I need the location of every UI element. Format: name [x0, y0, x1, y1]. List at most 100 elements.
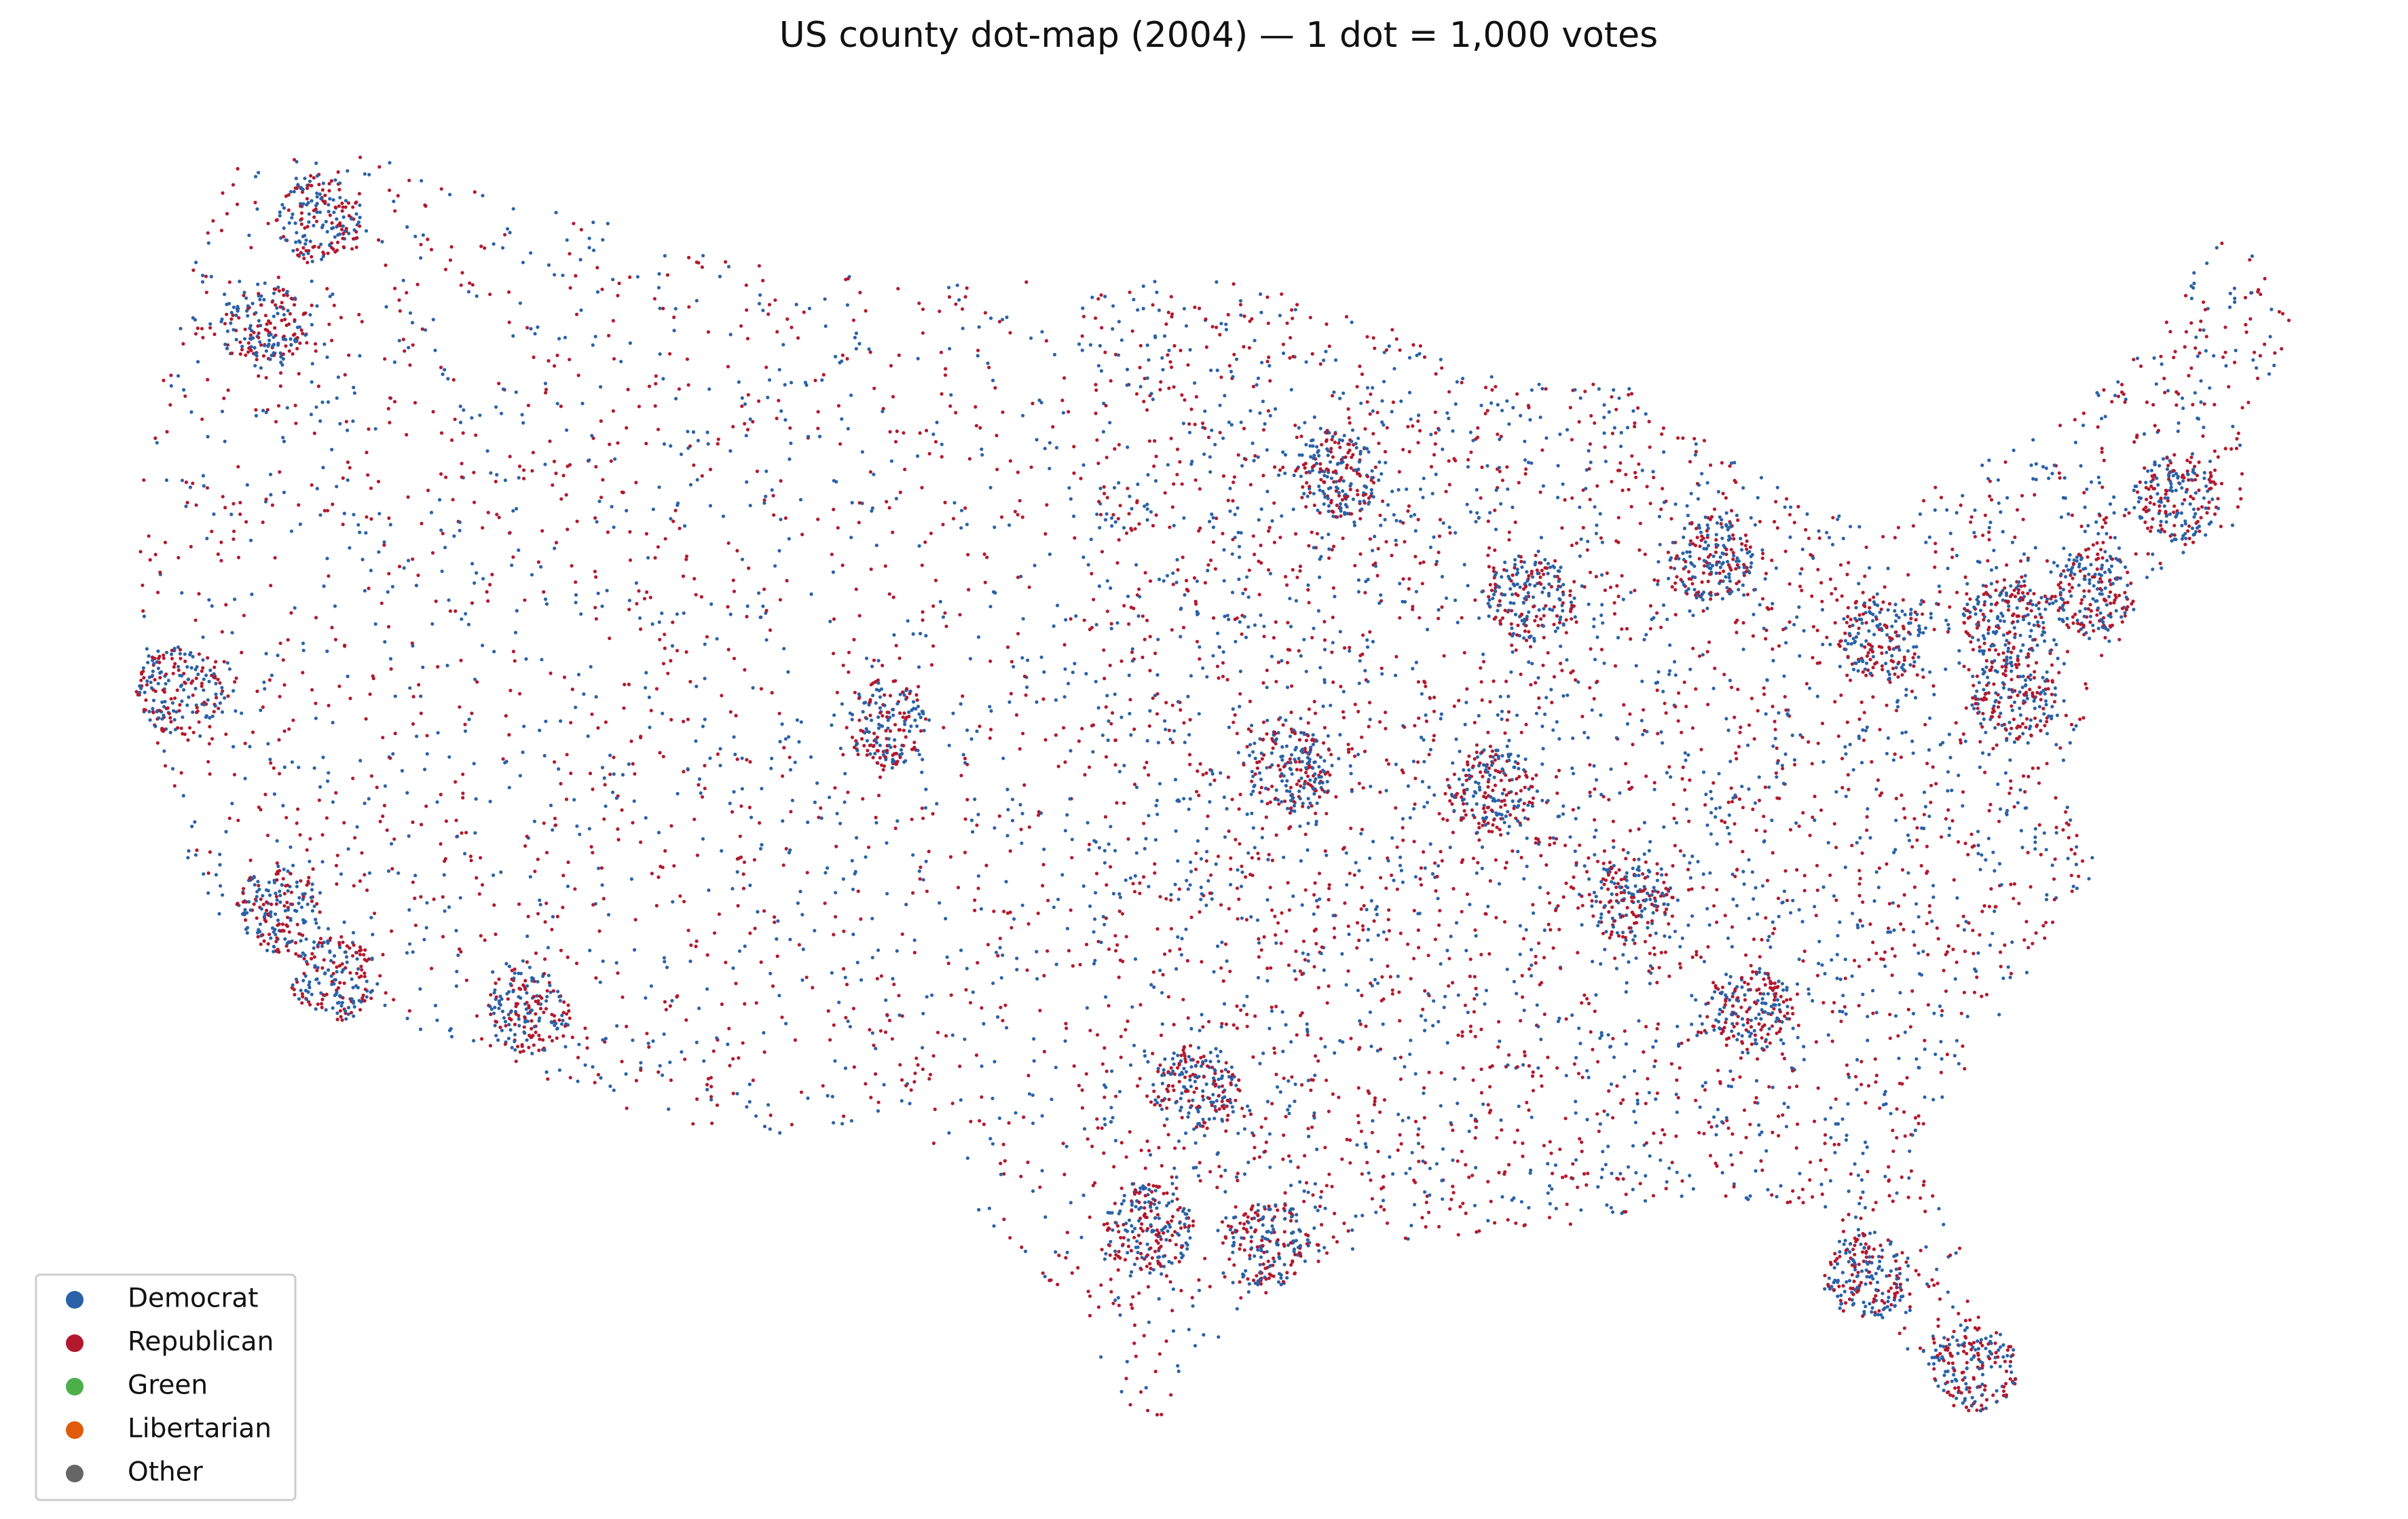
vote-dot	[1342, 1221, 1346, 1225]
vote-dot	[1016, 470, 1020, 474]
vote-dot	[1556, 904, 1560, 908]
vote-dot	[1349, 1036, 1353, 1040]
vote-dot	[2037, 823, 2041, 827]
vote-dot	[1186, 363, 1190, 367]
vote-dot	[1866, 1169, 1870, 1174]
vote-dot	[1331, 680, 1335, 684]
vote-dot	[1357, 869, 1361, 873]
vote-dot	[1265, 295, 1270, 299]
vote-dot	[936, 1030, 940, 1034]
vote-dot	[1684, 705, 1688, 709]
vote-dot	[1188, 797, 1192, 801]
vote-dot	[1052, 905, 1056, 909]
vote-dot	[1929, 612, 1933, 616]
vote-dot	[1001, 318, 1005, 322]
vote-dot	[1656, 670, 1661, 674]
vote-dot	[1682, 680, 1686, 684]
vote-dot	[1231, 499, 1235, 503]
vote-dot	[365, 515, 369, 519]
vote-dot	[1020, 656, 1024, 660]
vote-dot	[1237, 577, 1241, 582]
vote-dot	[728, 449, 733, 453]
vote-dot	[314, 701, 318, 705]
vote-dot	[1225, 1118, 1229, 1122]
vote-dot	[634, 1079, 639, 1083]
vote-dot	[1674, 1134, 1678, 1138]
vote-dot	[1861, 590, 1865, 595]
vote-dot	[1785, 1201, 1790, 1205]
vote-dot	[1573, 615, 1577, 619]
vote-dot	[1664, 873, 1668, 877]
vote-dot	[207, 598, 211, 602]
vote-dot	[1621, 953, 1625, 957]
vote-dot	[876, 948, 881, 952]
vote-dot	[1413, 529, 1418, 533]
vote-dot	[272, 792, 276, 796]
vote-dot	[1375, 411, 1379, 415]
vote-dot	[1493, 508, 1497, 512]
vote-dot	[281, 804, 285, 808]
vote-dot	[1117, 320, 1121, 324]
vote-dot	[1518, 924, 1522, 928]
vote-dot	[1289, 1183, 1293, 1188]
vote-dot	[1693, 453, 1697, 457]
vote-dot	[620, 772, 625, 777]
vote-dot	[1730, 1132, 1735, 1136]
vote-dot	[1155, 798, 1159, 802]
vote-dot	[1198, 487, 1202, 491]
vote-dot	[1612, 612, 1617, 616]
vote-dot	[1113, 1256, 1117, 1260]
vote-dot	[761, 604, 765, 608]
vote-dot	[1987, 538, 1991, 542]
vote-dot	[1726, 800, 1730, 804]
vote-dot	[1130, 650, 1134, 654]
vote-dot	[977, 1207, 981, 1212]
vote-dot	[2067, 512, 2071, 517]
vote-dot	[1333, 1212, 1337, 1216]
vote-dot	[1767, 935, 1771, 939]
vote-dot	[1771, 647, 1775, 651]
vote-dot	[2235, 436, 2239, 441]
vote-dot	[413, 400, 418, 405]
vote-dot	[1281, 342, 1285, 346]
vote-dot	[1380, 399, 1384, 403]
vote-dot	[1380, 672, 1384, 676]
vote-dot	[669, 658, 673, 663]
vote-dot	[1944, 817, 1948, 821]
vote-dot	[1823, 1167, 1828, 1171]
vote-dot	[214, 660, 218, 664]
vote-dot	[943, 500, 947, 505]
vote-dot	[1445, 948, 1449, 952]
vote-dot	[1386, 964, 1390, 968]
vote-dot	[647, 384, 652, 388]
vote-dot	[997, 1116, 1001, 1121]
vote-dot	[644, 996, 648, 1000]
vote-dot	[1155, 290, 1159, 295]
vote-dot	[1301, 951, 1305, 955]
vote-dot	[616, 838, 620, 842]
vote-dot	[658, 637, 662, 641]
vote-dot	[1293, 1100, 1297, 1104]
vote-dot	[1461, 1066, 1465, 1070]
vote-dot	[339, 227, 344, 231]
vote-dot	[1906, 1195, 1910, 1199]
vote-dot	[1804, 527, 1808, 532]
vote-dot	[1248, 743, 1253, 747]
vote-dot	[1661, 426, 1665, 430]
vote-dot	[1637, 827, 1641, 831]
vote-dot	[1654, 681, 1658, 686]
vote-dot	[1129, 527, 1133, 531]
vote-dot	[1531, 1089, 1536, 1093]
vote-dot	[1797, 907, 1801, 912]
vote-dot	[764, 469, 768, 473]
vote-dot	[921, 757, 925, 762]
vote-dot	[789, 810, 793, 814]
vote-dot	[591, 343, 595, 347]
vote-dot	[1134, 563, 1138, 567]
vote-dot	[275, 861, 279, 865]
vote-dot	[2083, 682, 2088, 686]
vote-dot	[1432, 738, 1436, 743]
vote-dot	[1084, 1072, 1088, 1076]
vote-dot	[611, 278, 615, 282]
